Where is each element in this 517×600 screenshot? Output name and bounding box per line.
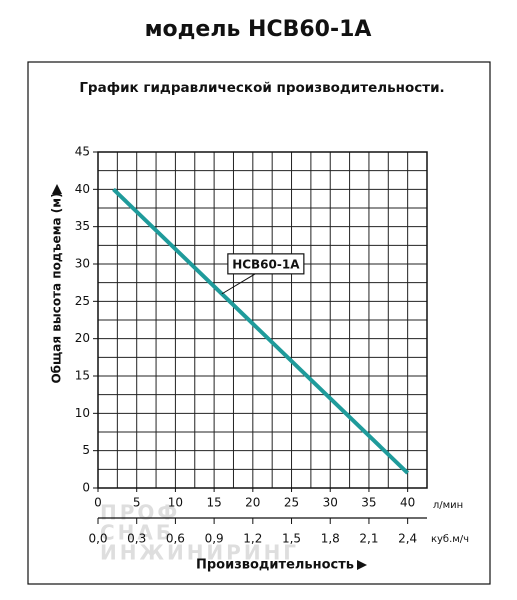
x2-tick-label: 0,3 <box>127 532 146 546</box>
y-tick-label: 30 <box>75 257 90 271</box>
x2-unit: куб.м/ч <box>431 534 469 545</box>
y-tick-label: 10 <box>75 406 90 420</box>
x2-tick-label: 0,0 <box>88 532 107 546</box>
chart-subtitle: График гидравлической производительности… <box>79 80 444 96</box>
x-tick-label: 30 <box>323 496 338 510</box>
x-axis-label: Производительность <box>196 558 354 573</box>
watermark: СНАБ <box>100 521 174 545</box>
x-tick-label: 15 <box>206 496 221 510</box>
x2-tick-label: 1,8 <box>321 532 340 546</box>
line-series <box>112 187 410 475</box>
watermark: ИНЖИНИРИНГ <box>100 541 299 565</box>
x2-tick-label: 2,4 <box>398 532 417 546</box>
x-tick-label: 5 <box>133 496 141 510</box>
x2-tick-label: 2,1 <box>359 532 378 546</box>
plot-border <box>97 151 428 489</box>
y-axis-label: Общая высота подъема (м) <box>50 192 64 383</box>
x2-tick-label: 0,6 <box>166 532 185 546</box>
x-tick-label: 20 <box>245 496 260 510</box>
y-tick-label: 25 <box>75 294 90 308</box>
y-arrow <box>52 184 62 194</box>
y-tick-label: 5 <box>82 443 90 457</box>
y-tick-label: 40 <box>75 182 90 196</box>
x-tick-label: 40 <box>400 496 415 510</box>
x2-tick-label: 0,9 <box>205 532 224 546</box>
y-tick-label: 45 <box>75 145 90 159</box>
chart-title: модель HCB60-1A <box>145 17 372 42</box>
x-tick-label: 0 <box>94 496 102 510</box>
x-tick-label: 25 <box>284 496 299 510</box>
x-arrow <box>357 560 367 570</box>
x2-tick-label: 1,2 <box>243 532 262 546</box>
x2-tick-label: 1,5 <box>282 532 301 546</box>
y-tick-label: 0 <box>82 481 90 495</box>
x-tick-label: 35 <box>361 496 376 510</box>
watermark: ПРОФ <box>100 501 180 525</box>
annotation: HCB60-1A <box>232 257 300 271</box>
x-tick-label: 10 <box>168 496 183 510</box>
frame <box>27 61 491 585</box>
y-tick-label: 35 <box>75 219 90 233</box>
y-tick-label: 20 <box>75 331 90 345</box>
annotation-box <box>227 253 305 275</box>
y-tick-label: 15 <box>75 369 90 383</box>
x-unit: л/мин <box>433 500 463 511</box>
